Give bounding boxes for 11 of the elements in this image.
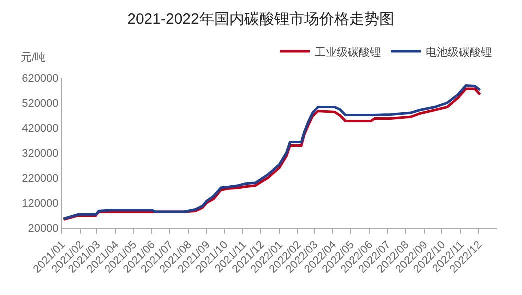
y-tick-label: 20000	[28, 222, 59, 235]
y-tick-label: 220000	[22, 172, 59, 185]
y-tick-label: 420000	[22, 122, 59, 135]
legend-label: 电池级碳酸锂	[426, 46, 492, 59]
y-axis-title: 元/吨	[21, 51, 46, 64]
y-tick-label: 320000	[22, 148, 59, 160]
y-tick-label: 120000	[22, 198, 59, 210]
legend-label: 工业级碳酸锂	[315, 46, 381, 59]
chart-title: 2021-2022年国内碳酸锂市场价格走势图	[128, 10, 394, 28]
y-tick-label: 520000	[22, 98, 59, 110]
y-tick-label: 620000	[22, 72, 59, 85]
